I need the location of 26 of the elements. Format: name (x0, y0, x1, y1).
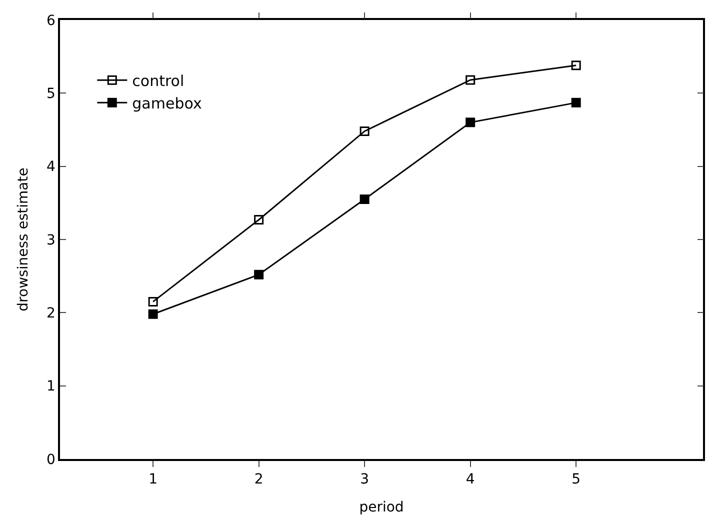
point (254, 270, 264, 280)
point (148, 309, 158, 319)
x-tick-label: 2 (254, 472, 264, 488)
y-axis-title: drowsiness estimate (16, 168, 32, 312)
y-tick-label: 6 (46, 12, 56, 29)
x-tick-label: 5 (572, 472, 581, 488)
y-tick-label: 1 (46, 378, 56, 395)
legend-label: gamebox (132, 94, 202, 112)
point (360, 126, 370, 136)
y-tick-label: 3 (46, 232, 56, 248)
y-tick-label: 5 (46, 86, 56, 102)
point (571, 60, 581, 70)
x-axis-title: period (359, 499, 404, 516)
x-tick-label: 3 (360, 472, 370, 488)
point (360, 194, 370, 204)
x-tick-label: 4 (466, 472, 475, 488)
y-tick-label: 0 (46, 452, 56, 468)
point (466, 75, 476, 85)
y-tick-label: 2 (46, 306, 56, 322)
x-tick-label: 1 (148, 472, 158, 488)
y-tick-label: 4 (46, 159, 56, 176)
point (571, 98, 581, 108)
point (148, 296, 158, 306)
point (466, 118, 476, 128)
point (254, 214, 264, 224)
legend-label: control (132, 72, 184, 90)
